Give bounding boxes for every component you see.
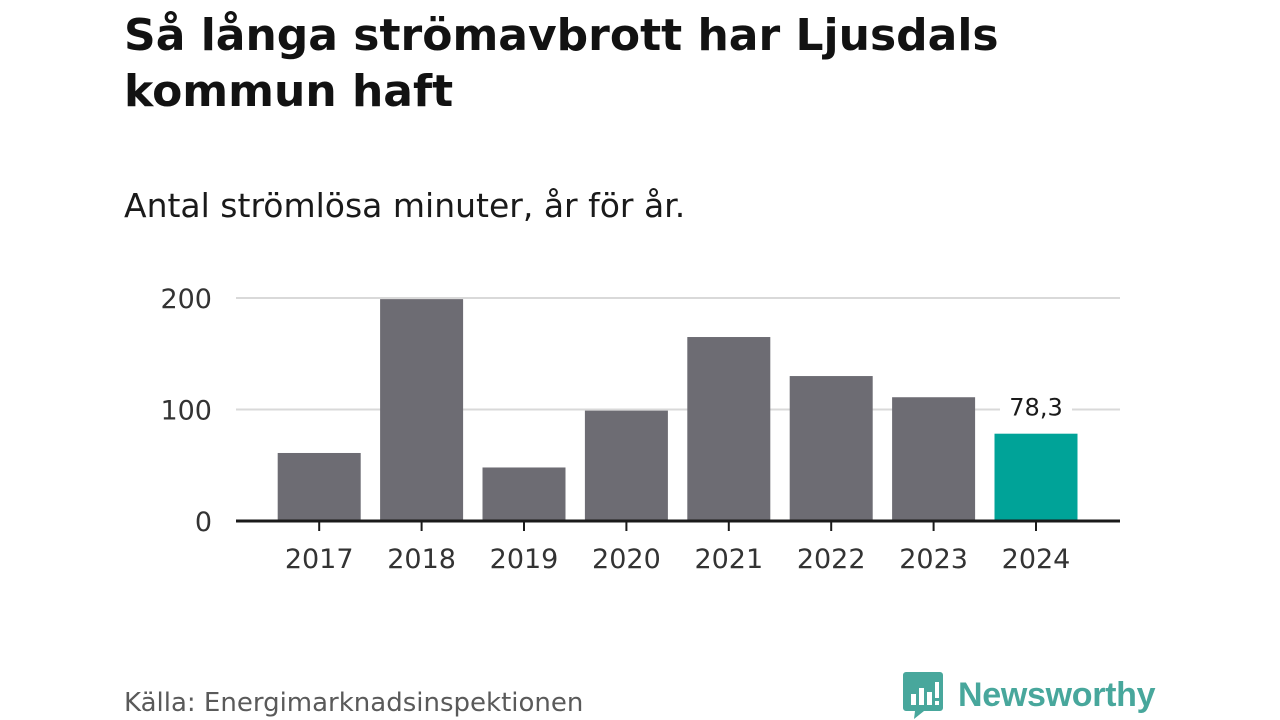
brand-logo: Newsworthy <box>902 670 1156 720</box>
x-tick-label-2017: 2017 <box>285 544 354 575</box>
x-tick-label-2023: 2023 <box>899 544 968 575</box>
chart-subtitle: Antal strömlösa minuter, år för år. <box>124 186 686 225</box>
bar-2021 <box>687 337 771 521</box>
x-tick-label-2022: 2022 <box>797 544 866 575</box>
source-note: Källa: Energimarknadsinspektionen <box>124 688 584 718</box>
bar-2023 <box>892 397 976 521</box>
x-tick-label-2021: 2021 <box>694 544 763 575</box>
x-tick-label-2018: 2018 <box>387 544 456 575</box>
y-tick-label-0: 0 <box>195 507 212 538</box>
bar-2017 <box>277 452 361 521</box>
data-label-2024: 78,3 <box>1009 394 1062 422</box>
x-tick-label-2020: 2020 <box>592 544 661 575</box>
x-tick-label-2024: 2024 <box>1002 544 1071 575</box>
y-tick-label-100: 100 <box>160 396 212 427</box>
x-tick-label-2019: 2019 <box>490 544 559 575</box>
bar-chart: 0 100 200 2017 2018 2019 2020 2021 2022 2023 2024 7… <box>160 284 1120 575</box>
newsworthy-logo-icon <box>903 672 943 719</box>
brand-name: Newsworthy <box>958 675 1156 714</box>
bar-2024 <box>994 433 1078 521</box>
y-tick-label-200: 200 <box>160 284 212 315</box>
bar-2020 <box>584 410 668 521</box>
chart-title: Så långa strömavbrott har Ljusdals kommu… <box>124 10 999 117</box>
bar-2019 <box>482 467 566 521</box>
bar-2022 <box>789 376 873 521</box>
bar-2018 <box>380 299 464 521</box>
data-label-bg <box>1000 391 1072 422</box>
